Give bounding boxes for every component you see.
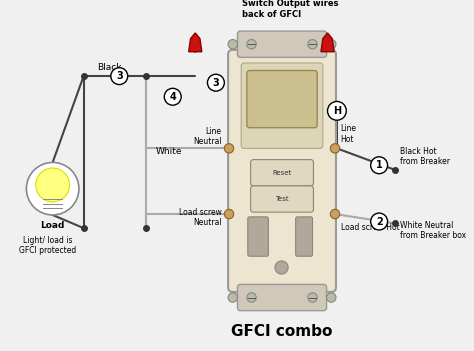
Text: 3: 3 — [116, 71, 123, 81]
Polygon shape — [189, 33, 202, 52]
Circle shape — [111, 68, 128, 85]
Circle shape — [330, 209, 340, 219]
Text: Load screw
Neutral: Load screw Neutral — [179, 208, 221, 227]
Circle shape — [275, 261, 288, 274]
Text: 4: 4 — [169, 92, 176, 102]
FancyBboxPatch shape — [296, 217, 312, 256]
Text: Reset: Reset — [272, 170, 291, 176]
Circle shape — [327, 40, 336, 49]
Text: 2: 2 — [376, 217, 383, 226]
Text: 3: 3 — [212, 78, 219, 88]
Circle shape — [247, 293, 256, 302]
Text: GFCI combo: GFCI combo — [231, 324, 332, 339]
Circle shape — [208, 74, 224, 91]
Circle shape — [27, 163, 79, 215]
Circle shape — [328, 101, 346, 120]
Circle shape — [228, 293, 237, 302]
Text: Load screw Hot: Load screw Hot — [341, 224, 400, 232]
FancyBboxPatch shape — [251, 160, 313, 186]
Text: Test: Test — [275, 196, 288, 202]
Text: White: White — [156, 147, 182, 156]
Circle shape — [247, 40, 256, 49]
Text: 1: 1 — [376, 160, 383, 170]
Text: Switch Output wires
back of GFCI: Switch Output wires back of GFCI — [242, 0, 338, 19]
FancyBboxPatch shape — [248, 217, 268, 256]
Circle shape — [224, 209, 234, 219]
Text: Line
Neutral: Line Neutral — [193, 127, 221, 146]
Text: Light/ load is
GFCI protected: Light/ load is GFCI protected — [19, 236, 77, 255]
FancyBboxPatch shape — [241, 63, 323, 148]
FancyBboxPatch shape — [247, 71, 317, 128]
Circle shape — [224, 144, 234, 153]
Circle shape — [308, 40, 317, 49]
Circle shape — [371, 157, 388, 174]
Circle shape — [228, 40, 237, 49]
Text: White Neutral
from Breaker box: White Neutral from Breaker box — [400, 220, 466, 240]
Polygon shape — [321, 33, 334, 52]
Text: Black Hot
from Breaker: Black Hot from Breaker — [400, 147, 450, 166]
FancyBboxPatch shape — [237, 284, 327, 311]
Circle shape — [371, 213, 388, 230]
FancyBboxPatch shape — [228, 50, 336, 292]
Circle shape — [330, 144, 340, 153]
FancyBboxPatch shape — [237, 31, 327, 57]
Circle shape — [327, 293, 336, 302]
Text: Load: Load — [40, 220, 65, 230]
Text: H: H — [333, 106, 341, 116]
Text: Black: Black — [97, 64, 121, 72]
Circle shape — [308, 293, 317, 302]
Text: Line
Hot: Line Hot — [341, 124, 356, 144]
FancyBboxPatch shape — [251, 186, 313, 212]
Circle shape — [164, 88, 181, 105]
Circle shape — [36, 168, 70, 202]
